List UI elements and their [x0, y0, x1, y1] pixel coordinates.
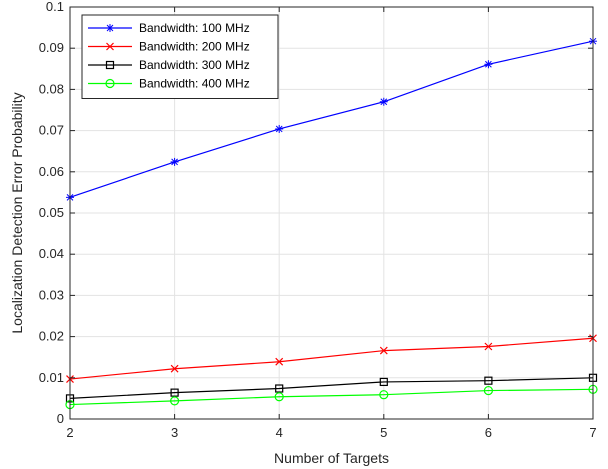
- y-tick-label: 0.06: [39, 164, 64, 179]
- legend-item: Bandwidth: 400 MHz: [88, 77, 250, 91]
- y-tick-label: 0.09: [39, 40, 64, 55]
- legend-label: Bandwidth: 100 MHz: [139, 21, 250, 35]
- marker-stroke: [379, 346, 388, 355]
- marker-stroke: [171, 158, 178, 166]
- series-4: [65, 384, 598, 410]
- marker-shape: [484, 376, 493, 385]
- marker-stroke: [106, 24, 114, 32]
- data-point: [379, 346, 388, 355]
- y-tick-label: 0.03: [39, 287, 64, 302]
- data-point: [379, 390, 389, 400]
- y-tick-label: 0: [57, 411, 64, 426]
- x-tick-label: 7: [589, 425, 596, 440]
- marker-stroke: [275, 357, 284, 366]
- data-point: [379, 97, 388, 106]
- ticks: 2 3 4 5 6 7 0 0.01 0.02 0.03 0.04 0.05 0.06 0.07 0.08 0…: [39, 0, 597, 440]
- grid: [69, 6, 594, 420]
- legend-marker: [106, 42, 114, 51]
- data-point: [275, 124, 284, 133]
- data-point: [483, 385, 493, 396]
- legend-marker: [105, 78, 115, 89]
- marker-shape: [170, 396, 180, 406]
- marker-shape: [483, 385, 493, 396]
- series-line: [69, 40, 594, 198]
- data-point: [275, 357, 284, 366]
- legend: Bandwidth: 100 MHz Bandwidth: 200 MHz Band…: [81, 14, 279, 99]
- marker-stroke: [484, 342, 493, 351]
- marker-shape: [170, 388, 179, 397]
- data-point: [274, 392, 284, 402]
- x-tick-label: 3: [171, 425, 178, 440]
- legend-box: [81, 14, 279, 99]
- y-tick-label: 0.08: [39, 81, 64, 96]
- data-point: [170, 157, 179, 166]
- legend-item: Bandwidth: 200 MHz: [88, 40, 250, 54]
- series-line: [69, 388, 594, 406]
- y-tick-label: 0.07: [39, 123, 64, 138]
- marker-stroke: [106, 42, 114, 51]
- y-tick-label: 0.05: [39, 205, 64, 220]
- y-axis-label: Localization Detection Error Probability: [9, 92, 25, 333]
- legend-label: Bandwidth: 400 MHz: [139, 77, 250, 91]
- marker-shape: [274, 392, 284, 402]
- legend-marker: [106, 24, 114, 32]
- marker-shape: [105, 60, 115, 70]
- data-point: [484, 60, 493, 69]
- legend-label: Bandwidth: 200 MHz: [139, 40, 250, 54]
- data-point: [484, 342, 493, 351]
- marker-shape: [379, 390, 389, 400]
- y-tick-label: 0.01: [39, 370, 64, 385]
- marker-stroke: [275, 125, 283, 133]
- series-line: [69, 377, 594, 399]
- legend-label: Bandwidth: 300 MHz: [139, 58, 250, 72]
- marker-shape: [275, 384, 284, 393]
- marker-shape: [379, 377, 388, 387]
- x-tick-label: 5: [380, 425, 387, 440]
- data-point: [170, 388, 179, 397]
- data-point: [170, 396, 180, 406]
- marker-shape: [105, 78, 115, 89]
- x-tick-label: 6: [485, 425, 492, 440]
- y-tick-label: 0.04: [39, 246, 64, 261]
- marker-stroke: [170, 364, 179, 373]
- data-point: [275, 384, 284, 393]
- legend-marker: [105, 60, 115, 70]
- marker-stroke: [485, 60, 492, 68]
- x-axis-label: Number of Targets: [274, 450, 389, 466]
- data-point: [484, 376, 493, 385]
- data-point: [379, 377, 388, 387]
- y-tick-label: 0.1: [46, 0, 64, 14]
- x-tick-label: 2: [66, 425, 73, 440]
- legend-item: Bandwidth: 300 MHz: [88, 58, 250, 72]
- legend-item: Bandwidth: 100 MHz: [88, 21, 250, 35]
- series-line: [69, 337, 594, 380]
- data-point: [170, 364, 179, 373]
- y-tick-label: 0.02: [39, 329, 64, 344]
- marker-stroke: [380, 98, 388, 106]
- x-tick-label: 4: [276, 425, 283, 440]
